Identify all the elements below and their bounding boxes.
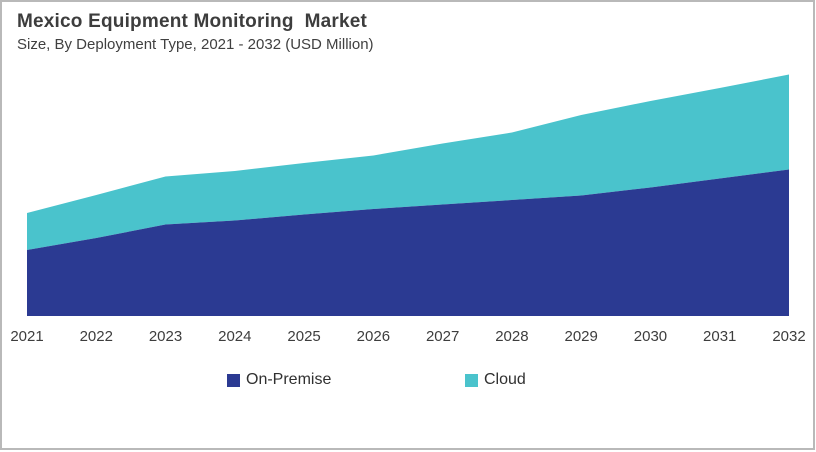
legend-label: Cloud xyxy=(484,371,526,388)
x-axis-label-2031: 2031 xyxy=(703,328,737,345)
legend-swatch-icon xyxy=(465,373,478,387)
x-axis-label-2025: 2025 xyxy=(287,328,321,345)
x-axis: 2021 2022 2023 2024 2025 2026 2027 2028 2029 2030… xyxy=(0,328,816,346)
chart-legend: On-Premise Cloud xyxy=(0,371,816,391)
on-premise-area-series xyxy=(27,169,789,316)
cloud-area-series xyxy=(27,74,789,250)
x-axis-label-2023: 2023 xyxy=(148,328,183,345)
x-axis-label-2024: 2024 xyxy=(218,328,252,345)
x-axis-label-2028: 2028 xyxy=(495,328,529,345)
legend-label: On-Premise xyxy=(246,371,332,388)
legend-item-cloud: Cloud xyxy=(465,371,526,389)
x-axis-label-2022: 2022 xyxy=(79,328,113,345)
legend-swatch-icon xyxy=(227,373,240,387)
chart-subtitle: Size, By Deployment Type, 2021 - 2032 (U… xyxy=(17,36,374,53)
legend-item-on-premise: On-Premise xyxy=(227,371,331,389)
x-axis-label-2029: 2029 xyxy=(564,328,598,345)
x-axis-label-2027: 2027 xyxy=(425,328,460,345)
chart-header: Mexico Equipment Monitoring Market Size,… xyxy=(17,11,374,53)
x-axis-label-2032: 2032 xyxy=(772,328,806,345)
x-axis-label-2026: 2026 xyxy=(356,328,391,345)
x-axis-label-2021: 2021 xyxy=(10,328,44,345)
x-axis-label-2030: 2030 xyxy=(633,328,668,345)
chart-title: Mexico Equipment Monitoring Market xyxy=(17,11,368,32)
